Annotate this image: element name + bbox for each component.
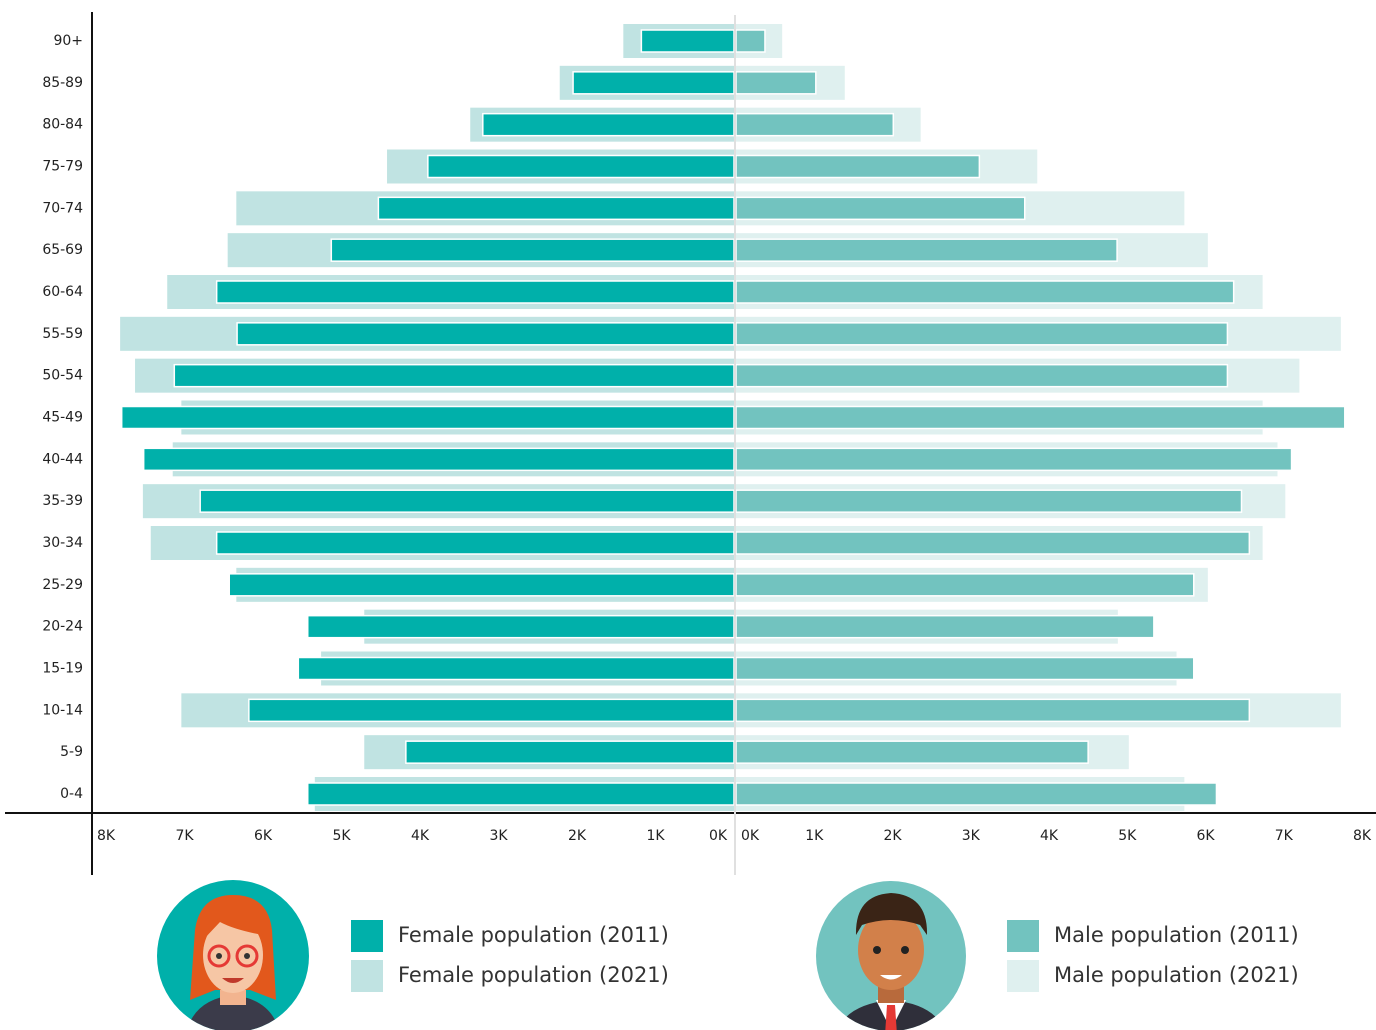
legend-swatch — [1007, 920, 1039, 952]
x-tick-label: 3K — [489, 828, 508, 844]
bar — [306, 614, 735, 639]
male-avatar — [816, 881, 966, 1030]
bar — [248, 698, 735, 723]
y-tick-label: 80-84 — [42, 117, 83, 133]
bar — [735, 322, 1229, 346]
bar — [735, 71, 817, 95]
legend-swatch — [351, 960, 383, 992]
bar — [735, 238, 1118, 262]
y-tick-label: 25-29 — [42, 577, 83, 593]
y-tick-label: 0-4 — [60, 786, 83, 802]
x-tick-label: 1K — [805, 828, 824, 844]
x-tick-label: 4K — [1040, 828, 1059, 844]
bar — [199, 489, 735, 513]
bar — [735, 698, 1251, 723]
bar — [297, 656, 735, 681]
y-tick-label: 70-74 — [42, 200, 83, 216]
x-tick-label: 5K — [332, 828, 351, 844]
bar — [735, 489, 1243, 513]
bar — [405, 740, 735, 764]
bar — [173, 363, 735, 388]
y-tick-label: 30-34 — [42, 535, 83, 551]
y-tick-label: 50-54 — [42, 368, 83, 384]
bar — [735, 280, 1235, 304]
bar — [735, 782, 1218, 806]
bar — [735, 614, 1155, 639]
bar — [228, 573, 735, 597]
legend-label: Female population (2021) — [398, 963, 669, 987]
bar — [735, 196, 1026, 221]
y-tick-label: 20-24 — [42, 619, 83, 635]
y-tick-label: 35-39 — [42, 493, 83, 509]
legend-label: Male population (2021) — [1054, 963, 1299, 987]
x-tick-label: 8K — [97, 828, 116, 844]
bar — [330, 238, 735, 262]
bar — [735, 573, 1195, 597]
y-tick-label: 65-69 — [42, 242, 83, 258]
female-avatar — [157, 880, 309, 1030]
x-tick-label: 6K — [1196, 828, 1215, 844]
bar — [735, 531, 1251, 555]
y-tick-label: 60-64 — [42, 284, 83, 300]
x-tick-label: 7K — [1275, 828, 1294, 844]
bar — [735, 740, 1089, 764]
bar — [735, 447, 1293, 472]
bar — [735, 363, 1229, 388]
x-tick-label: 2K — [883, 828, 902, 844]
bar — [482, 112, 735, 137]
bar — [236, 322, 735, 346]
bar — [306, 782, 735, 806]
bar — [735, 154, 981, 179]
x-tick-label: 0K — [709, 828, 728, 844]
bar — [215, 280, 735, 304]
x-tick-label: 7K — [175, 828, 194, 844]
bar — [215, 531, 735, 555]
legend-label: Female population (2011) — [398, 923, 669, 947]
legend-swatch — [1007, 960, 1039, 992]
x-tick-label: 3K — [962, 828, 981, 844]
legend-swatch — [351, 920, 383, 952]
x-tick-label: 6K — [254, 828, 273, 844]
y-tick-label: 90+ — [53, 33, 83, 49]
x-tick-label: 8K — [1353, 828, 1372, 844]
bar — [427, 154, 735, 179]
bar — [572, 71, 735, 95]
bar — [735, 112, 895, 137]
bar — [120, 405, 735, 430]
legend-label: Male population (2011) — [1054, 923, 1299, 947]
bar — [735, 29, 766, 53]
y-tick-label: 75-79 — [42, 159, 83, 175]
y-tick-label: 10-14 — [42, 702, 83, 718]
bar — [640, 29, 735, 53]
bar — [142, 447, 735, 472]
x-tick-label: 1K — [646, 828, 665, 844]
x-tick-label: 5K — [1118, 828, 1137, 844]
bar — [735, 405, 1346, 430]
bar — [377, 196, 735, 221]
x-tick-label: 4K — [411, 828, 430, 844]
y-tick-label: 15-19 — [42, 661, 83, 677]
y-tick-label: 55-59 — [42, 326, 83, 342]
x-tick-label: 2K — [568, 828, 587, 844]
y-tick-label: 85-89 — [42, 75, 83, 91]
y-tick-label: 5-9 — [60, 744, 83, 760]
y-tick-label: 40-44 — [42, 451, 83, 467]
bar — [735, 656, 1195, 681]
x-tick-label: 0K — [741, 828, 760, 844]
y-tick-label: 45-49 — [42, 410, 83, 426]
